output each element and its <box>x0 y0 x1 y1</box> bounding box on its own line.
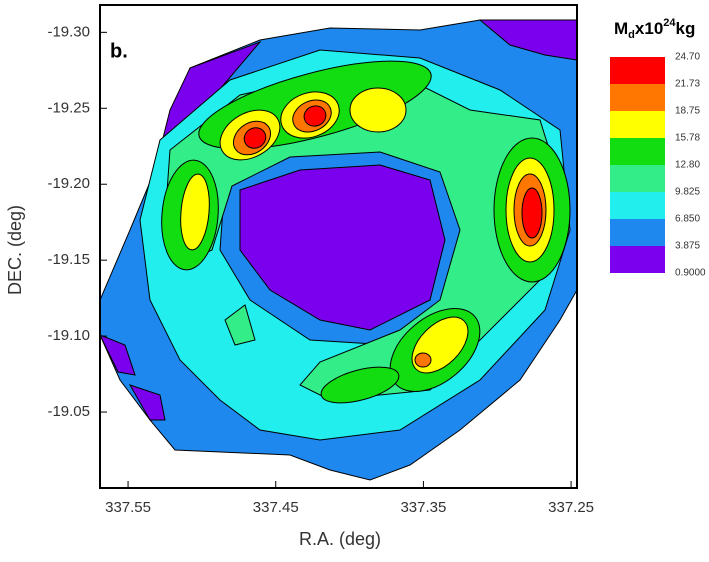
contour-region <box>180 173 210 251</box>
y-tick-label: -19.25 <box>47 99 90 116</box>
colorbar-tick-label: 0.9000 <box>675 268 706 279</box>
contour-region <box>243 127 267 149</box>
y-tick-label: -19.20 <box>47 175 90 192</box>
title-sub: d <box>628 29 635 41</box>
colorbar-tick-label: 12.80 <box>675 160 700 171</box>
y-tick-label: -19.30 <box>47 23 90 40</box>
colorbar-band <box>610 165 665 192</box>
title-base: M <box>614 19 628 38</box>
contour-region <box>521 187 543 239</box>
x-tick-label: 337.45 <box>253 499 299 516</box>
x-axis-label: R.A. (deg) <box>299 529 381 549</box>
colorbar-band <box>610 84 665 111</box>
colorbar-tick-label: 15.78 <box>675 133 700 144</box>
colorbar-tick-label: 6.850 <box>675 214 700 225</box>
y-tick-label: -19.05 <box>47 403 90 420</box>
colorbar-tick-label: 24.70 <box>675 52 700 63</box>
title-sup: 24 <box>663 17 676 29</box>
colorbar-band <box>610 219 665 246</box>
y-tick-label: -19.10 <box>47 327 90 344</box>
panel-label: b. <box>110 40 128 62</box>
x-tick-label: 337.25 <box>548 499 594 516</box>
contour-region <box>100 334 136 376</box>
contour-region <box>224 304 256 346</box>
colorbar-band <box>610 192 665 219</box>
colorbar-title: Mdx1024kg <box>614 17 695 41</box>
title-mid: x10 <box>635 19 663 38</box>
colorbar-band <box>610 138 665 165</box>
colorbar-tick-label: 9.825 <box>675 187 700 198</box>
contour-map <box>100 19 577 481</box>
contour-region <box>239 164 446 331</box>
contour-region <box>349 87 407 133</box>
contour-region <box>478 19 577 61</box>
colorbar-band <box>610 57 665 84</box>
contour-region <box>128 384 166 421</box>
contour-region <box>320 366 400 404</box>
x-tick-label: 337.55 <box>105 499 151 516</box>
y-tick-label: -19.15 <box>47 251 90 268</box>
colorbar-tick-label: 3.875 <box>675 241 700 252</box>
colorbar-band <box>610 246 665 273</box>
y-axis-label: DEC. (deg) <box>5 205 25 295</box>
contour-region <box>414 352 432 368</box>
x-tick-label: 337.35 <box>400 499 446 516</box>
title-unit: kg <box>676 19 696 38</box>
plot-frame <box>99 4 578 489</box>
colorbar-band <box>610 111 665 138</box>
colorbar-tick-label: 21.73 <box>675 79 700 90</box>
contour-region <box>303 105 327 127</box>
colorbar-tick-label: 18.75 <box>675 106 700 117</box>
